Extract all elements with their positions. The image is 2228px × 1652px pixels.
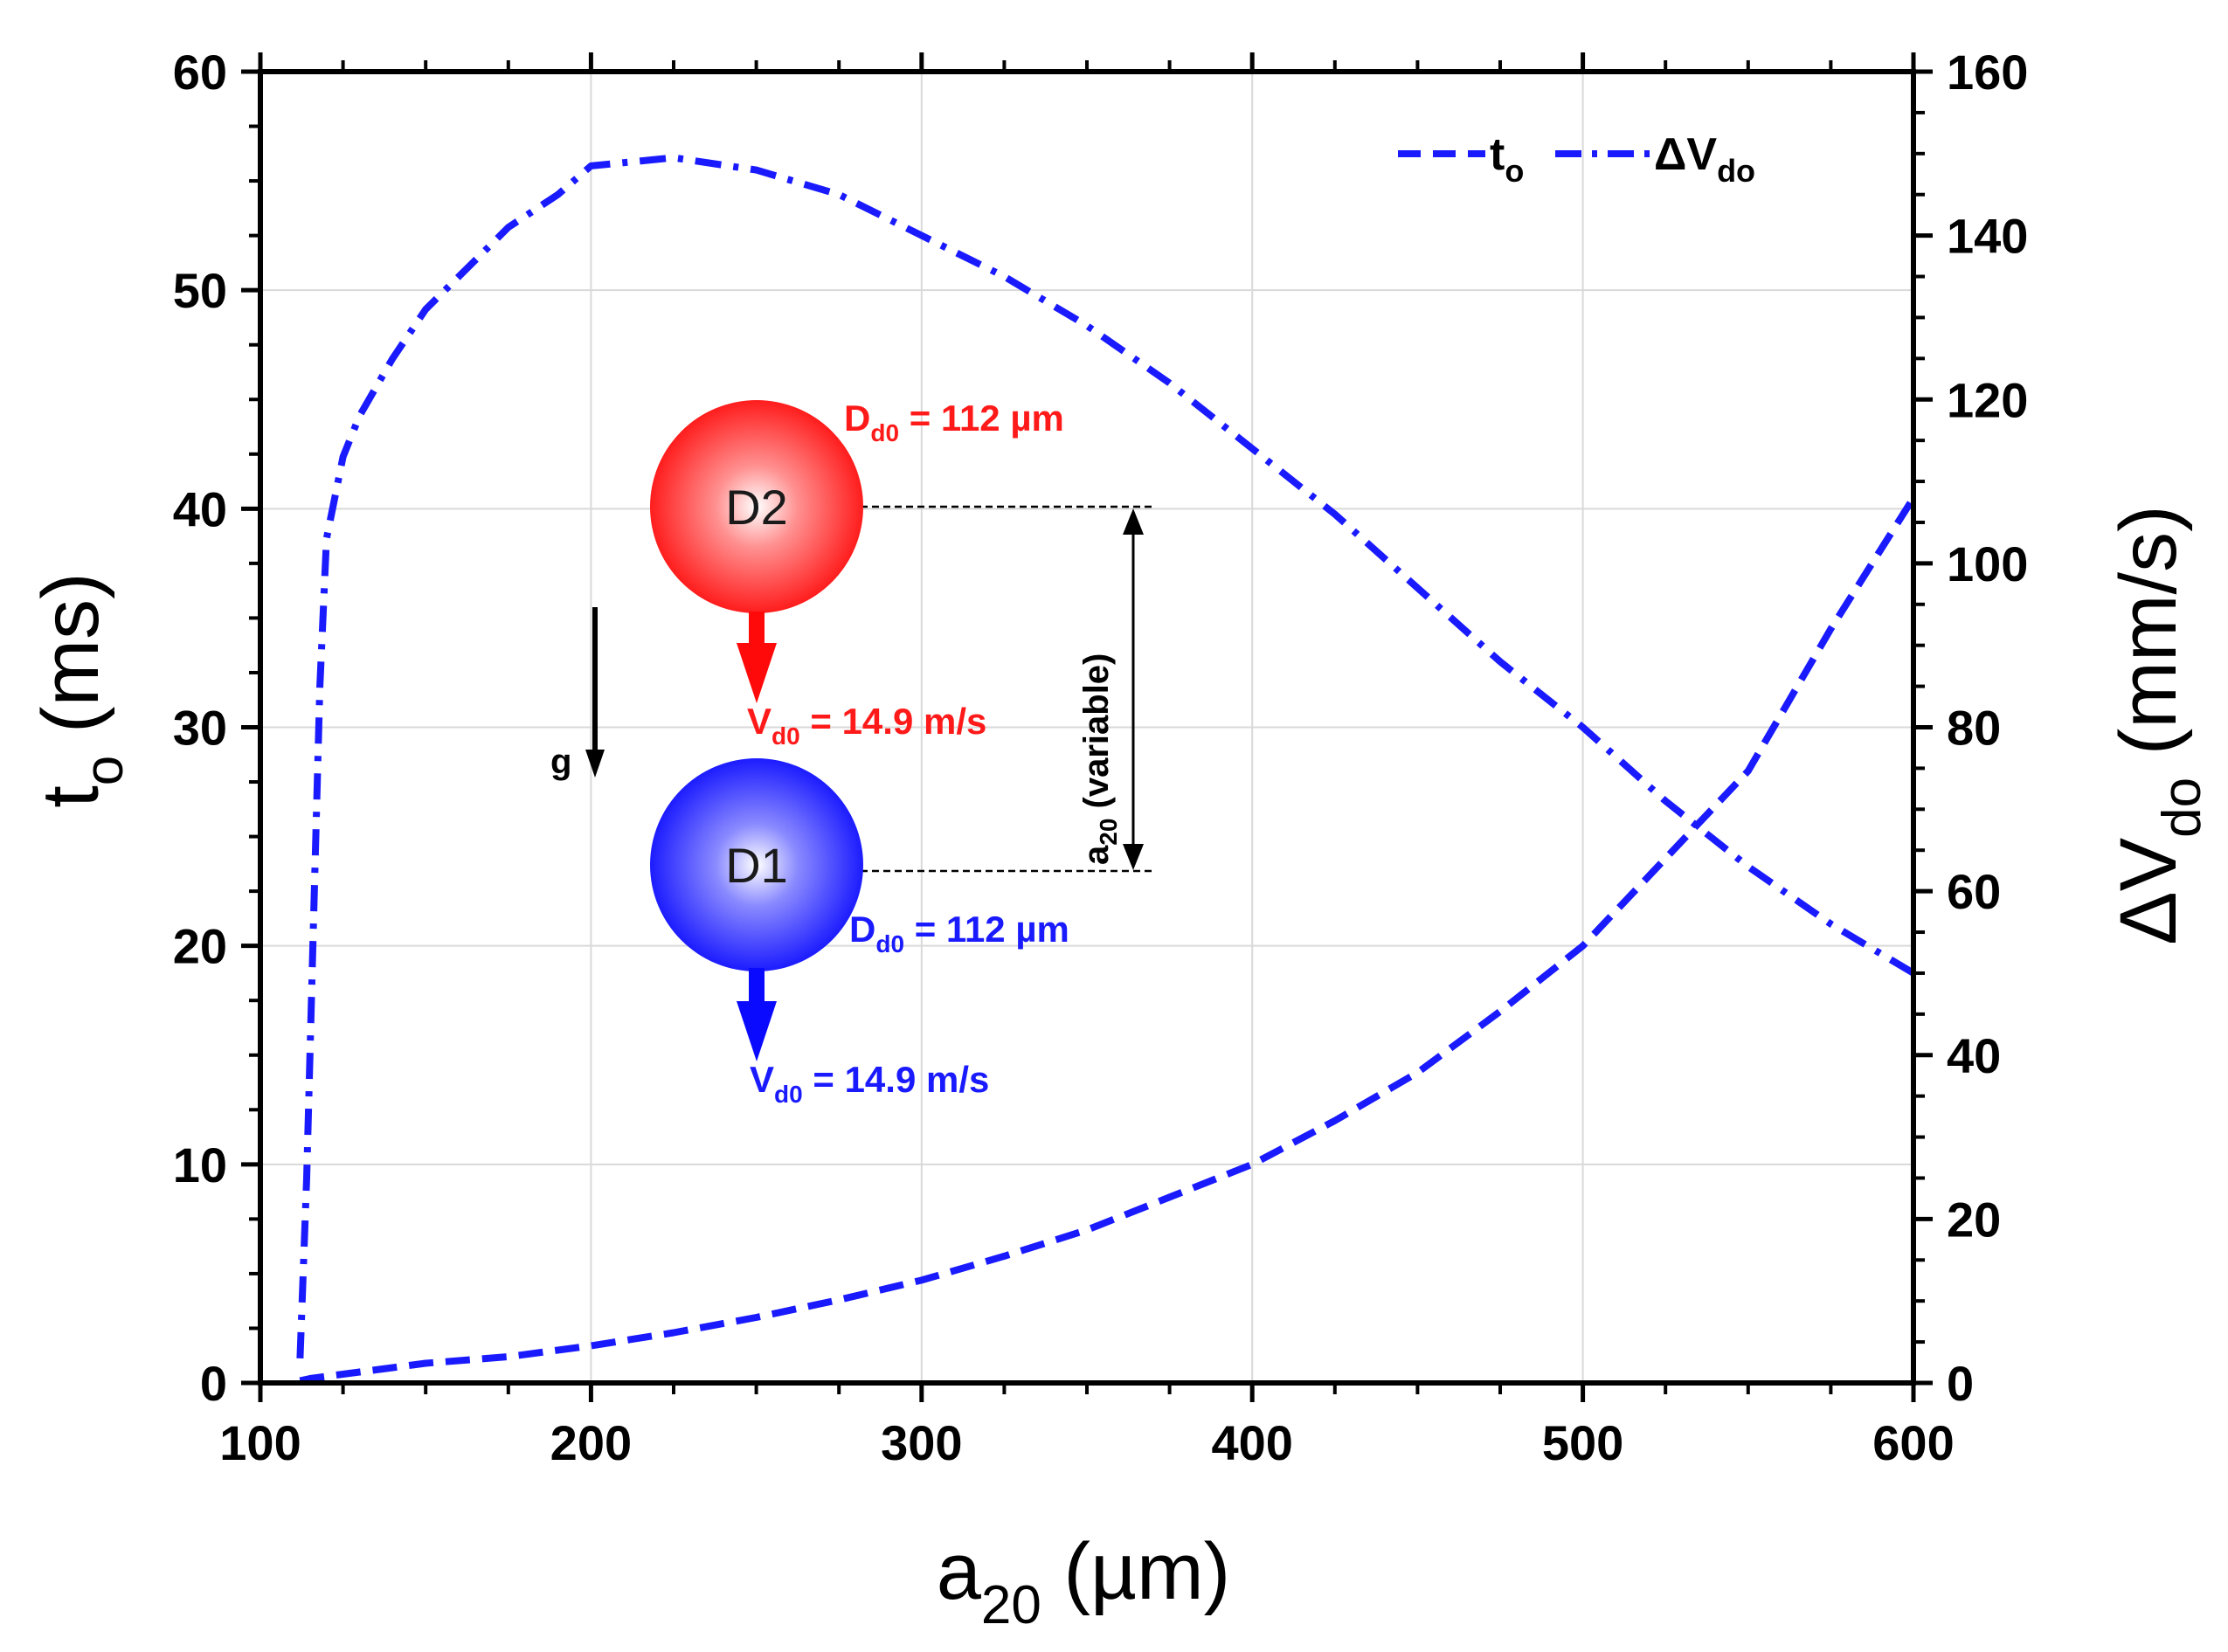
y-right-tick-label: 100: [1947, 536, 2028, 591]
x-tick-label: 600: [1872, 1415, 1954, 1470]
series-line-to: [299, 495, 1917, 1385]
series-layer: [296, 154, 1917, 1385]
spacing-arrow-head-top: [1123, 508, 1144, 535]
gravity-label: g: [550, 743, 571, 781]
d2-velocity-arrow-head: [737, 643, 777, 703]
grid-lines: [260, 72, 1913, 1383]
y-right-tick-label: 160: [1947, 45, 2028, 100]
d2-diameter-label: Dd0 = 112 µm: [844, 397, 1064, 446]
x-tick-label: 100: [219, 1415, 301, 1470]
x-axis-title: a20 (µm): [937, 1527, 1231, 1635]
x-tick-label: 200: [550, 1415, 632, 1470]
spacing-label: a20 (variable): [1077, 653, 1122, 865]
y-right-tick-label: 20: [1947, 1192, 2001, 1247]
x-tick-label: 300: [881, 1415, 962, 1470]
y-left-axis-title: to (ms): [26, 572, 135, 808]
y-left-tick-label: 0: [200, 1356, 227, 1411]
legend-dvdo-label: ΔVdo: [1654, 129, 1755, 189]
gravity-arrow-head: [585, 750, 605, 778]
droplet-diagram: a20 (variable) g D2 Dd0 = 112 µm Vd0 = 1…: [550, 397, 1153, 1108]
y-right-axis-title: ΔVdo (mm/s): [2104, 505, 2212, 944]
legend-to-label: to: [1490, 129, 1524, 189]
d2-velocity-label: Vd0 = 14.9 m/s: [747, 701, 986, 750]
d2-velocity-arrow-shaft: [749, 612, 765, 646]
y-right-tick-label: 0: [1947, 1356, 1974, 1411]
x-tick-label: 500: [1542, 1415, 1623, 1470]
legend: to ΔVdo: [1398, 129, 1755, 189]
droplet-d1: [650, 758, 863, 971]
droplet-d1-label: D1: [725, 838, 788, 893]
d1-velocity-arrow-shaft: [749, 968, 765, 1005]
d1-velocity-arrow-head: [737, 1001, 777, 1061]
y-left-tick-label: 20: [173, 919, 227, 974]
y-left-tick-label: 40: [173, 481, 227, 536]
y-right-tick-label: 120: [1947, 372, 2028, 427]
d1-velocity-label: Vd0 = 14.9 m/s: [750, 1059, 989, 1108]
y-left-tick-label: 60: [173, 45, 227, 100]
y-left-tick-label: 50: [173, 263, 227, 318]
y-right-tick-label: 60: [1947, 864, 2001, 919]
y-right-tick-label: 140: [1947, 209, 2028, 264]
d1-diameter-label: Dd0 = 112 µm: [849, 909, 1069, 957]
droplet-d2: [650, 400, 863, 613]
series-line-dvdo: [296, 154, 1916, 1359]
x-tick-label: 400: [1211, 1415, 1292, 1470]
axes: 100 200 300 400 500 6000102030405060020406080…: [173, 45, 2029, 1470]
y-right-tick-label: 40: [1947, 1028, 2001, 1083]
y-left-tick-label: 10: [173, 1137, 227, 1192]
droplet-d2-label: D2: [725, 480, 788, 535]
spacing-arrow-head-bottom: [1123, 844, 1144, 870]
y-right-tick-label: 80: [1947, 701, 2001, 756]
y-left-tick-label: 30: [173, 701, 227, 756]
